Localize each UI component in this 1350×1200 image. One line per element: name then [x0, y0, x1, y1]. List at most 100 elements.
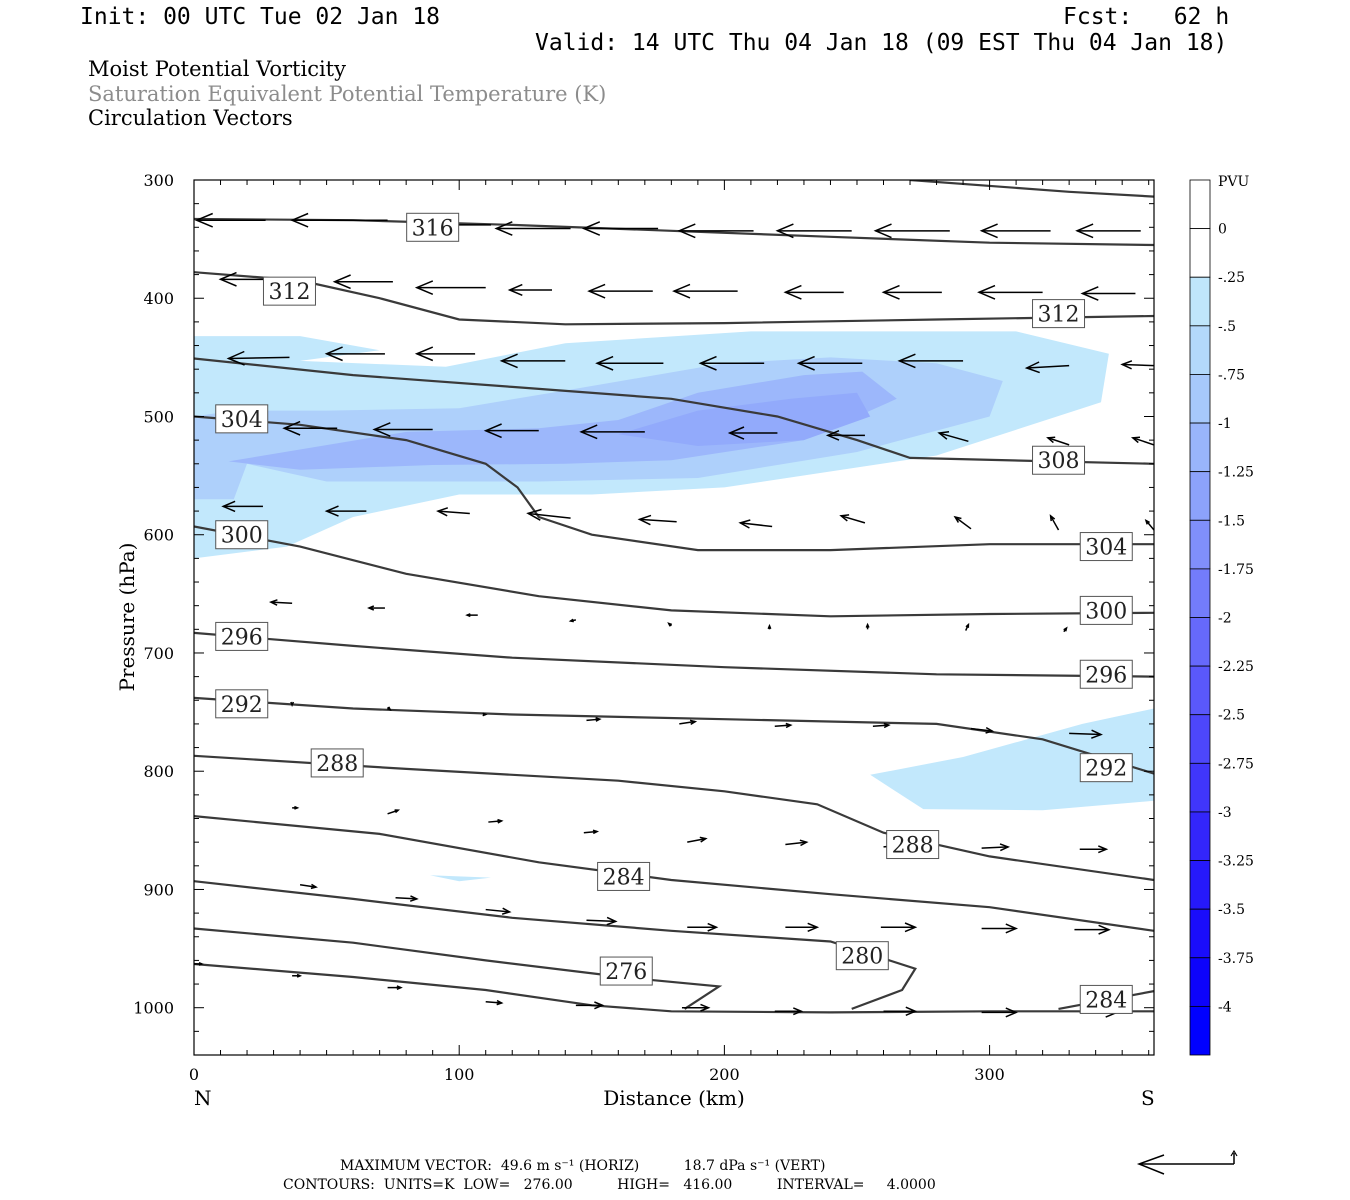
circulation-vector — [727, 426, 778, 440]
svg-text:288: 288 — [892, 834, 934, 859]
theta-contour-7 — [194, 525, 1154, 618]
colorbar-unit: PVU — [1218, 174, 1250, 190]
contour-label: 276 — [599, 956, 653, 986]
svg-text:280: 280 — [841, 945, 883, 970]
circulation-vector — [579, 424, 645, 440]
circulation-vector — [872, 722, 891, 729]
circulation-vector — [979, 223, 1051, 239]
circulation-vector — [774, 1007, 804, 1016]
circulation-vectors — [194, 212, 1154, 1018]
colorbar-label: -1.75 — [1218, 562, 1254, 578]
circulation-vector — [1144, 518, 1154, 531]
svg-text:284: 284 — [603, 865, 645, 890]
colorbar-box — [1189, 908, 1211, 959]
circulation-vector — [290, 701, 295, 707]
pv-region-4 — [228, 371, 897, 470]
max-vector-note: MAXIMUM VECTOR: 49.6 m s⁻¹ (HORIZ) 18.7 … — [340, 1158, 826, 1174]
theta-contour-17 — [194, 880, 917, 1010]
circulation-vector — [488, 818, 504, 824]
colorbar-box — [1189, 762, 1211, 813]
colorbar-box — [1189, 568, 1211, 618]
circulation-vector — [897, 353, 964, 369]
colorbar-box — [1189, 471, 1211, 521]
circulation-vector — [482, 712, 488, 717]
theta-contour-4 — [194, 357, 1154, 465]
circulation-vector — [687, 922, 719, 932]
circulation-vector — [436, 507, 470, 517]
circulation-vector — [194, 962, 204, 966]
colorbar-box — [1189, 228, 1211, 278]
svg-text:300: 300 — [221, 524, 263, 549]
circulation-vector — [1120, 360, 1154, 370]
svg-text:296: 296 — [1085, 663, 1127, 688]
colorbar-box — [1189, 811, 1211, 861]
circulation-vector — [981, 923, 1019, 934]
theta-contour-0 — [194, 217, 1154, 247]
x-end-label-north: N — [194, 1086, 212, 1110]
circulation-vector — [483, 423, 539, 439]
circulation-vector — [499, 353, 566, 369]
circulation-vector — [575, 1001, 605, 1010]
circulation-vector — [324, 346, 385, 362]
circulation-vector — [881, 284, 942, 300]
svg-text:300: 300 — [1085, 599, 1127, 624]
colorbar-label: -3.75 — [1218, 951, 1254, 967]
x-tick-label: 300 — [974, 1065, 1005, 1084]
svg-text:312: 312 — [1038, 303, 1080, 328]
circulation-vector — [1063, 626, 1068, 633]
circulation-vector — [783, 284, 844, 300]
circulation-vector — [775, 223, 852, 239]
circulation-vector — [672, 283, 738, 299]
contour-label: 284 — [1079, 984, 1133, 1014]
y-tick-label: 700 — [143, 644, 174, 663]
pv-region-2 — [430, 875, 491, 882]
svg-text:304: 304 — [221, 408, 263, 433]
circulation-vector — [681, 1003, 711, 1012]
theta-contour-5 — [194, 415, 1154, 552]
circulation-vector — [937, 431, 969, 443]
circulation-vector — [226, 350, 290, 366]
circulation-vector — [282, 420, 338, 436]
circulation-vector — [1049, 514, 1060, 531]
circulation-vector — [767, 623, 772, 630]
svg-text:292: 292 — [221, 693, 263, 718]
circulation-vector — [595, 355, 664, 371]
circulation-vector — [774, 722, 793, 729]
circulation-vector — [414, 280, 486, 295]
svg-text:296: 296 — [221, 625, 263, 650]
colorbar-label: 0 — [1218, 222, 1227, 238]
contour-label: 292 — [215, 689, 269, 719]
circulation-vector — [981, 1007, 1019, 1018]
svg-text:276: 276 — [605, 960, 647, 985]
pv-region-5 — [618, 392, 871, 446]
circulation-vector — [1046, 436, 1070, 446]
circulation-vector — [526, 508, 571, 521]
circulation-vector — [965, 622, 970, 631]
colorbar-label: -1.25 — [1218, 465, 1254, 481]
y-tick-label: 300 — [143, 171, 174, 190]
contour-label: 296 — [1079, 659, 1133, 689]
y-tick-label: 600 — [143, 526, 174, 545]
circulation-vector — [583, 829, 600, 835]
pv-shading — [194, 331, 1154, 882]
y-axis-title: Pressure (hPa) — [115, 543, 139, 692]
svg-text:312: 312 — [268, 280, 310, 305]
colorbar-label: -4 — [1218, 999, 1232, 1015]
circulation-vector — [977, 284, 1043, 300]
colorbar-box — [1189, 617, 1211, 667]
circulation-vector — [1079, 845, 1109, 854]
y-tick-label: 400 — [143, 289, 174, 308]
circulation-vector — [386, 706, 392, 711]
theta-contour-18 — [194, 927, 723, 1010]
x-tick-label: 100 — [444, 1065, 475, 1084]
colorbar-label: -1.5 — [1218, 513, 1245, 529]
colorbar-box — [1189, 860, 1211, 910]
contour-label: 284 — [597, 861, 651, 891]
svg-text:304: 304 — [1085, 536, 1127, 561]
circulation-vector — [299, 883, 318, 890]
circulation-vector — [1024, 361, 1070, 374]
circulation-vector — [1130, 436, 1154, 446]
y-tick-label: 500 — [143, 407, 174, 426]
init-time: Init: 00 UTC Tue 02 Jan 18 — [80, 4, 441, 30]
